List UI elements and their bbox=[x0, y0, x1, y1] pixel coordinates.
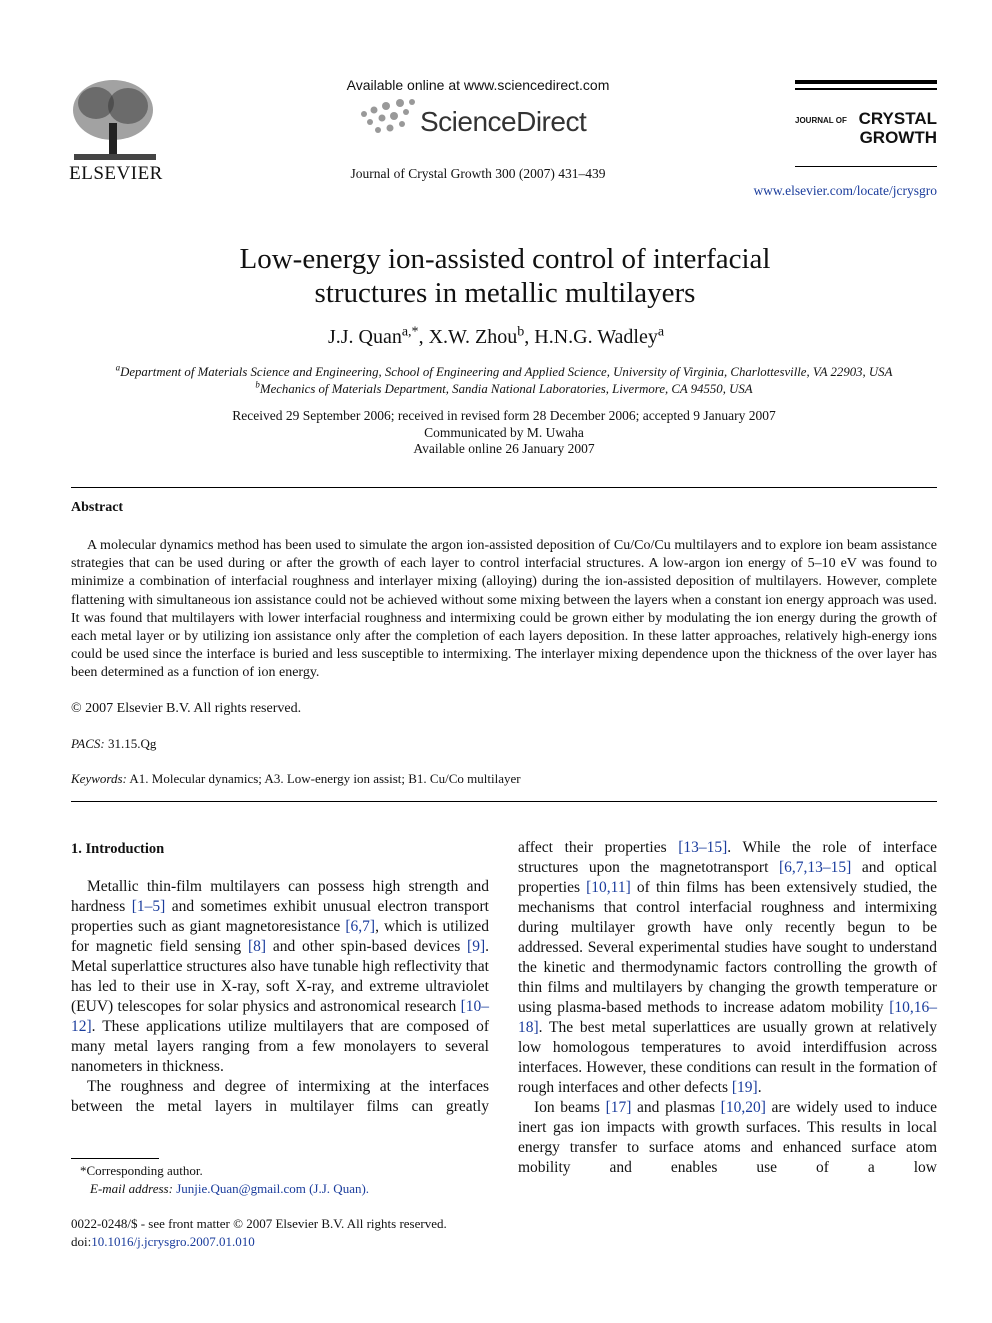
text-run: Ion beams bbox=[534, 1099, 606, 1116]
paragraph: The roughness and degree of intermixing … bbox=[71, 1077, 489, 1117]
pacs: PACS: 31.15.Qg bbox=[71, 736, 156, 752]
journal-citation: Journal of Crystal Growth 300 (2007) 431… bbox=[350, 166, 606, 181]
affiliation-text: Department of Materials Science and Engi… bbox=[120, 365, 893, 379]
text-run: , H.N.G. Wadley bbox=[524, 326, 658, 348]
logo-prefix: JOURNAL OF bbox=[795, 116, 847, 125]
text-run: , which is utilized for magnetic field s… bbox=[71, 918, 489, 955]
paragraph: affect their properties [13–15]. While t… bbox=[518, 838, 937, 1098]
affiliation-text: Mechanics of Materials Department, Sandi… bbox=[259, 382, 753, 396]
abstract-text: A molecular dynamics method has been use… bbox=[71, 538, 937, 681]
pacs-label: PACS: bbox=[71, 736, 105, 751]
citation[interactable]: [8] bbox=[247, 938, 267, 955]
affiliations: aDepartment of Materials Science and Eng… bbox=[40, 362, 968, 398]
text-run: The roughness and degree of intermixing … bbox=[71, 1078, 489, 1115]
date-line: Received 29 September 2006; received in … bbox=[232, 408, 776, 423]
affiliation-mark: a bbox=[115, 362, 121, 373]
right-column: affect their properties [13–15]. While t… bbox=[518, 838, 937, 1178]
keywords: Keywords: A1. Molecular dynamics; A3. Lo… bbox=[71, 771, 521, 787]
text-run: . The best metal superlattices are usual… bbox=[518, 1019, 937, 1096]
pacs-value: 31.15.Qg bbox=[107, 736, 157, 751]
date-line: Available online 26 January 2007 bbox=[413, 441, 595, 456]
text-run: of thin films has been extensively studi… bbox=[518, 879, 937, 1016]
logo-rule bbox=[795, 88, 937, 90]
logo-rule bbox=[795, 80, 937, 84]
text-run: and other spin-based devices bbox=[266, 938, 468, 955]
text-run: and plasmas bbox=[631, 1099, 721, 1116]
text-run: and optical properties bbox=[518, 859, 938, 896]
sciencedirect-wordmark: ScienceDirect bbox=[420, 106, 587, 137]
email[interactable]: Junjie.Quan@gmail.com (J.J. Quan). bbox=[176, 1181, 370, 1196]
sciencedirect-dots bbox=[361, 99, 415, 133]
citation[interactable]: [19] bbox=[731, 1079, 758, 1096]
footnote-rule bbox=[71, 1158, 159, 1159]
footnote: *Corresponding author. E-mail address: J… bbox=[80, 1162, 369, 1198]
footer: 0022-0248/$ - see front matter © 2007 El… bbox=[71, 1215, 447, 1251]
text-run: J.J. Quan bbox=[327, 326, 402, 348]
keywords-value: A1. Molecular dynamics; A3. Low-energy i… bbox=[129, 771, 521, 786]
citation[interactable]: [6,7,13–15] bbox=[778, 859, 852, 876]
left-text: Metallic thin-film multilayers can posse… bbox=[71, 877, 489, 1117]
text-run: . bbox=[757, 1079, 762, 1096]
text-run: . These applications utilize multilayers… bbox=[71, 1018, 489, 1075]
text-run: are widely used to induce inert gas ion … bbox=[518, 1099, 937, 1176]
rule bbox=[71, 487, 937, 488]
date-line: Communicated by M. Uwaha bbox=[424, 424, 584, 440]
corresponding: *Corresponding author. bbox=[80, 1163, 203, 1178]
affiliation-mark: b bbox=[255, 379, 260, 390]
email-label: E-mail address: bbox=[90, 1181, 173, 1196]
logo-rule bbox=[795, 166, 937, 167]
elsevier-wordmark: ELSEVIER bbox=[69, 163, 163, 184]
text-run: and sometimes exhibit unusual electron t… bbox=[71, 898, 489, 935]
section-heading: 1. Introduction bbox=[71, 841, 165, 857]
citation[interactable]: [10,20] bbox=[720, 1099, 766, 1116]
text-run: . Metal superlattice structures also hav… bbox=[71, 938, 489, 1015]
affiliation: aDepartment of Materials Science and Eng… bbox=[40, 362, 968, 381]
superscript: a bbox=[657, 324, 665, 340]
logo-line1: CRYSTAL bbox=[858, 109, 937, 128]
paragraph: Ion beams [17] and plasmas [10,20] are w… bbox=[518, 1098, 937, 1178]
copyright: © 2007 Elsevier B.V. All rights reserved… bbox=[71, 701, 302, 716]
doi[interactable]: 10.1016/j.jcrysgro.2007.01.010 bbox=[91, 1234, 255, 1249]
keywords-label: Keywords: bbox=[71, 771, 127, 786]
available-online: Available online at www.sciencedirect.co… bbox=[346, 77, 610, 93]
doi-label: doi: bbox=[71, 1234, 92, 1249]
journal-logo: JOURNAL OF CRYSTAL GROWTH bbox=[795, 110, 937, 146]
paragraph: Metallic thin-film multilayers can posse… bbox=[71, 877, 489, 1077]
elsevier-tree bbox=[73, 80, 156, 160]
citation[interactable]: [1–5] bbox=[131, 898, 166, 915]
issn: 0022-0248/$ - see front matter © 2007 El… bbox=[71, 1216, 447, 1231]
superscript: b bbox=[517, 324, 525, 340]
dates: Received 29 September 2006; received in … bbox=[96, 408, 912, 458]
left-column: 1. Introduction Metallic thin-film multi… bbox=[71, 839, 489, 1117]
citation[interactable]: [10,11] bbox=[586, 879, 631, 896]
citation[interactable]: [10–12] bbox=[71, 998, 489, 1035]
text-run: . While the role of interface structures… bbox=[518, 839, 937, 876]
superscript: a,* bbox=[401, 324, 419, 340]
citation[interactable]: [17] bbox=[605, 1099, 632, 1116]
article-title: Low-energy ion-assisted control of inter… bbox=[239, 243, 771, 309]
text-run: affect their properties bbox=[518, 839, 679, 856]
journal-url[interactable]: www.elsevier.com/locate/jcrysgro bbox=[753, 183, 937, 198]
logo-line2: GROWTH bbox=[859, 128, 937, 147]
citation[interactable]: [6,7] bbox=[345, 918, 376, 935]
authors: J.J. Quana,*, X.W. Zhoub, H.N.G. Wadleya bbox=[96, 324, 896, 349]
citation[interactable]: [13–15] bbox=[678, 839, 728, 856]
affiliation: bMechanics of Materials Department, Sand… bbox=[40, 379, 968, 398]
text-run: , X.W. Zhou bbox=[418, 326, 518, 348]
text-run: Metallic thin-film multilayers can posse… bbox=[71, 878, 489, 915]
citation[interactable]: [9] bbox=[467, 938, 486, 955]
rule bbox=[71, 801, 937, 802]
abstract-heading: Abstract bbox=[71, 500, 124, 515]
citation[interactable]: [10,16–18] bbox=[518, 999, 937, 1036]
